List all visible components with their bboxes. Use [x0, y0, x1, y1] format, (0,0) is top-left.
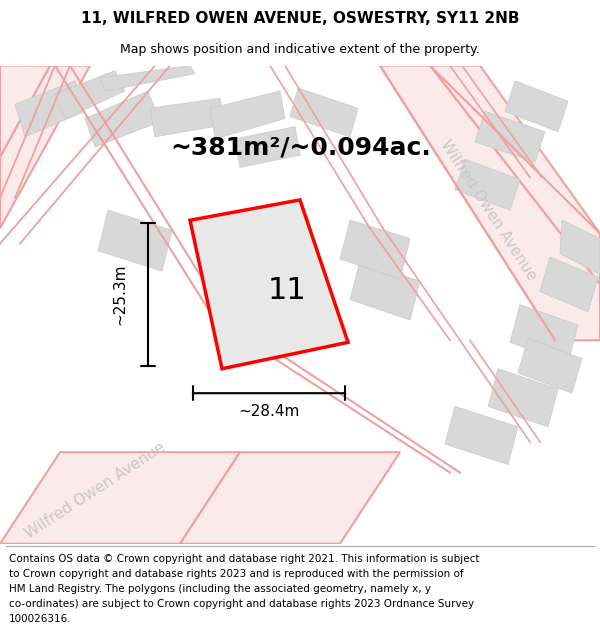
Polygon shape [190, 200, 348, 369]
Polygon shape [475, 111, 545, 162]
Polygon shape [180, 452, 400, 544]
Polygon shape [430, 66, 600, 284]
Polygon shape [290, 88, 358, 137]
Text: ~25.3m: ~25.3m [113, 264, 128, 325]
Polygon shape [98, 210, 172, 271]
Polygon shape [15, 81, 85, 137]
Polygon shape [210, 91, 285, 139]
Polygon shape [540, 257, 598, 312]
Polygon shape [150, 98, 225, 137]
Polygon shape [488, 369, 558, 427]
Polygon shape [445, 406, 518, 464]
Text: 11: 11 [268, 276, 307, 306]
Polygon shape [85, 91, 160, 147]
Polygon shape [455, 159, 520, 210]
Polygon shape [0, 452, 240, 544]
Polygon shape [340, 220, 410, 279]
Polygon shape [100, 66, 195, 91]
Polygon shape [505, 81, 568, 132]
Text: 11, WILFRED OWEN AVENUE, OSWESTRY, SY11 2NB: 11, WILFRED OWEN AVENUE, OSWESTRY, SY11 … [81, 11, 519, 26]
Polygon shape [190, 200, 348, 369]
Polygon shape [0, 66, 90, 228]
Polygon shape [55, 71, 125, 119]
Polygon shape [510, 304, 578, 362]
Polygon shape [518, 338, 582, 393]
Polygon shape [560, 220, 600, 274]
Text: Wilfred Owen Avenue: Wilfred Owen Avenue [22, 440, 168, 542]
Polygon shape [380, 66, 600, 340]
Polygon shape [350, 261, 420, 320]
Text: HM Land Registry. The polygons (including the associated geometry, namely x, y: HM Land Registry. The polygons (includin… [9, 584, 431, 594]
Polygon shape [0, 66, 50, 157]
Polygon shape [235, 127, 300, 168]
Text: Contains OS data © Crown copyright and database right 2021. This information is : Contains OS data © Crown copyright and d… [9, 554, 479, 564]
Text: to Crown copyright and database rights 2023 and is reproduced with the permissio: to Crown copyright and database rights 2… [9, 569, 464, 579]
Text: ~28.4m: ~28.4m [238, 404, 299, 419]
Text: ~381m²/~0.094ac.: ~381m²/~0.094ac. [170, 135, 431, 159]
Text: 100026316.: 100026316. [9, 614, 71, 624]
Text: Wilfred Owen Avenue: Wilfred Owen Avenue [437, 138, 539, 283]
Text: co-ordinates) are subject to Crown copyright and database rights 2023 Ordnance S: co-ordinates) are subject to Crown copyr… [9, 599, 474, 609]
Text: Map shows position and indicative extent of the property.: Map shows position and indicative extent… [120, 42, 480, 56]
